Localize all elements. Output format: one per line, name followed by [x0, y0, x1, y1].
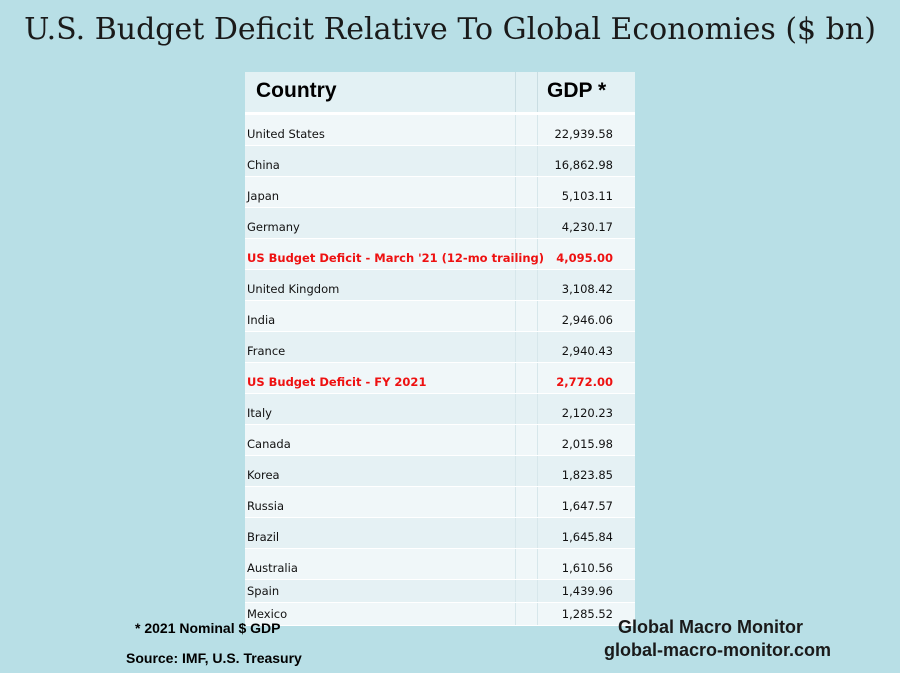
country-cell: India	[247, 313, 276, 327]
column-divider	[537, 115, 538, 145]
gdp-value-cell: 3,108.42	[561, 282, 613, 296]
gdp-value-cell: 2,940.43	[561, 344, 613, 358]
gdp-value-cell: 22,939.58	[554, 127, 613, 141]
country-cell: China	[247, 158, 280, 172]
column-divider	[515, 363, 516, 393]
gdp-value-cell: 1,645.84	[561, 530, 613, 544]
country-cell: US Budget Deficit - FY 2021	[247, 375, 427, 389]
column-divider	[515, 177, 516, 207]
table-row: Germany 4,230.17	[245, 208, 635, 239]
header-divider	[515, 72, 516, 112]
column-divider	[537, 363, 538, 393]
table-row: Canada 2,015.98	[245, 425, 635, 456]
gdp-value-cell: 2,946.06	[561, 313, 613, 327]
column-divider	[537, 518, 538, 548]
table-row: Italy 2,120.23	[245, 394, 635, 425]
country-cell: Australia	[247, 561, 298, 575]
country-cell: Italy	[247, 406, 272, 420]
column-divider	[515, 425, 516, 455]
column-divider	[515, 394, 516, 424]
column-divider	[537, 177, 538, 207]
source-note: Source: IMF, U.S. Treasury	[126, 650, 302, 666]
chart-title: U.S. Budget Deficit Relative To Global E…	[24, 12, 876, 47]
column-divider	[515, 456, 516, 486]
gdp-value-cell: 1,610.56	[561, 561, 613, 575]
header-gdp: GDP *	[547, 79, 607, 102]
column-divider	[515, 332, 516, 362]
table-row: Mexico 1,285.52	[245, 603, 635, 626]
column-divider	[515, 487, 516, 517]
column-divider	[537, 425, 538, 455]
column-divider	[537, 332, 538, 362]
country-cell: Brazil	[247, 530, 280, 544]
country-cell: France	[247, 344, 286, 358]
table-row: United States 22,939.58	[245, 115, 635, 146]
gdp-value-cell: 1,823.85	[561, 468, 613, 482]
column-divider	[537, 549, 538, 579]
gdp-value-cell: 1,285.52	[561, 607, 613, 621]
footnote: * 2021 Nominal $ GDP	[135, 620, 281, 636]
column-divider	[537, 208, 538, 238]
column-divider	[537, 580, 538, 602]
gdp-value-cell: 2,120.23	[561, 406, 613, 420]
gdp-value-cell: 5,103.11	[561, 189, 613, 203]
header-divider	[537, 72, 538, 112]
table-row-highlight: US Budget Deficit - FY 2021 2,772.00	[245, 363, 635, 394]
column-divider	[537, 146, 538, 176]
table-header: Country GDP *	[245, 72, 635, 115]
country-cell: United Kingdom	[247, 282, 340, 296]
country-cell: Japan	[247, 189, 280, 203]
column-divider	[515, 239, 516, 269]
gdp-value-cell: 2,015.98	[561, 437, 613, 451]
column-divider	[537, 270, 538, 300]
table-row: Australia 1,610.56	[245, 549, 635, 580]
column-divider	[515, 208, 516, 238]
column-divider	[515, 115, 516, 145]
column-divider	[515, 549, 516, 579]
country-cell: Spain	[247, 584, 280, 598]
country-cell: Korea	[247, 468, 280, 482]
country-cell: Canada	[247, 437, 291, 451]
column-divider	[537, 301, 538, 331]
gdp-value-cell: 16,862.98	[554, 158, 613, 172]
column-divider	[537, 603, 538, 625]
country-cell: Germany	[247, 220, 300, 234]
gdp-value-cell: 1,439.96	[561, 584, 613, 598]
gdp-value-cell: 2,772.00	[556, 375, 613, 389]
table-row: Japan 5,103.11	[245, 177, 635, 208]
brand-site: global-macro-monitor.com	[604, 640, 832, 660]
table-row: Russia 1,647.57	[245, 487, 635, 518]
column-divider	[537, 487, 538, 517]
column-divider	[515, 518, 516, 548]
column-divider	[515, 301, 516, 331]
country-cell: US Budget Deficit - March '21 (12-mo tra…	[247, 251, 545, 265]
table-row: France 2,940.43	[245, 332, 635, 363]
table-row: Korea 1,823.85	[245, 456, 635, 487]
table-row: Brazil 1,645.84	[245, 518, 635, 549]
country-cell: United States	[247, 127, 325, 141]
column-divider	[515, 603, 516, 625]
table-row: Spain 1,439.96	[245, 580, 635, 603]
table-row: India 2,946.06	[245, 301, 635, 332]
column-divider	[515, 580, 516, 602]
country-cell: Mexico	[247, 607, 288, 621]
table-row: United Kingdom 3,108.42	[245, 270, 635, 301]
gdp-value-cell: 1,647.57	[561, 499, 613, 513]
column-divider	[537, 239, 538, 269]
gdp-value-cell: 4,095.00	[556, 251, 613, 265]
table-row: China 16,862.98	[245, 146, 635, 177]
table-body: United States 22,939.58 China 16,862.98 Japa…	[245, 115, 635, 626]
header-country: Country	[256, 79, 337, 102]
column-divider	[515, 270, 516, 300]
brand-name: Global Macro Monitor	[618, 617, 804, 637]
column-divider	[537, 394, 538, 424]
gdp-table: Country GDP * United States 22,939.58 Chin…	[245, 72, 635, 626]
gdp-value-cell: 4,230.17	[561, 220, 613, 234]
country-cell: Russia	[247, 499, 284, 513]
table-row-highlight: US Budget Deficit - March '21 (12-mo tra…	[245, 239, 635, 270]
column-divider	[537, 456, 538, 486]
column-divider	[515, 146, 516, 176]
